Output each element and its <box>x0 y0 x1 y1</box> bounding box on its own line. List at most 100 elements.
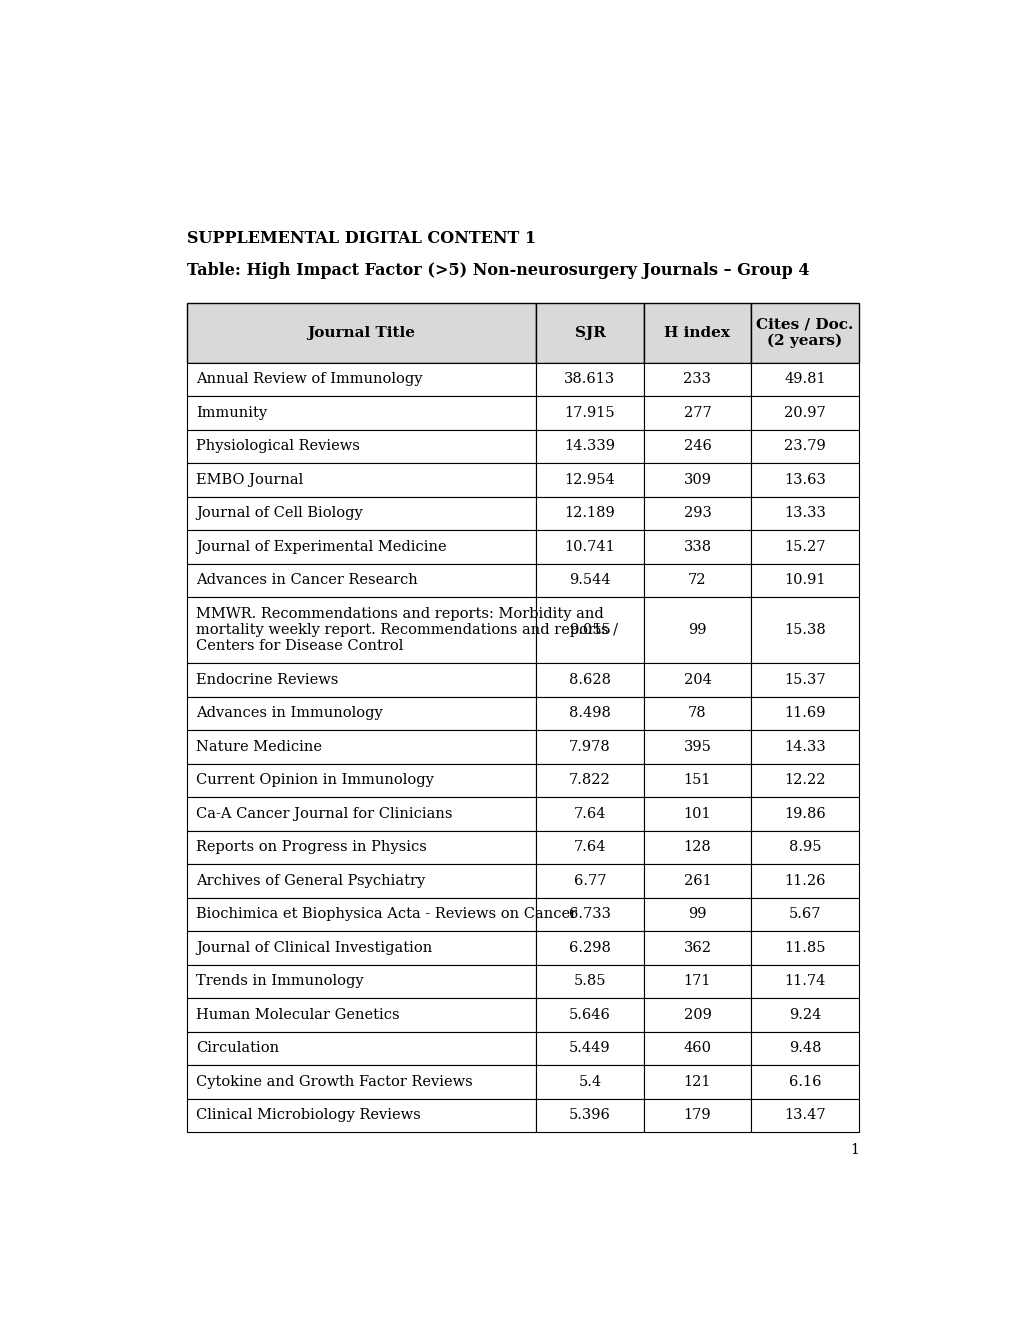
Text: 209: 209 <box>683 1008 710 1022</box>
Bar <box>536 697 643 730</box>
Text: 6.298: 6.298 <box>569 941 610 954</box>
Bar <box>186 931 536 965</box>
Text: Clinical Microbiology Reviews: Clinical Microbiology Reviews <box>196 1109 421 1122</box>
Text: 6.16: 6.16 <box>788 1074 820 1089</box>
Text: 7.64: 7.64 <box>573 807 605 821</box>
Text: 5.449: 5.449 <box>569 1041 610 1056</box>
Text: 309: 309 <box>683 473 711 487</box>
Bar <box>536 597 643 663</box>
Text: 99: 99 <box>688 907 706 921</box>
Text: 38.613: 38.613 <box>564 372 614 387</box>
Bar <box>750 965 858 998</box>
Bar <box>186 531 536 564</box>
Text: 204: 204 <box>683 673 710 686</box>
Text: 8.628: 8.628 <box>569 673 610 686</box>
Bar <box>186 363 536 396</box>
Bar <box>643 302 750 363</box>
Bar <box>536 1098 643 1133</box>
Text: 11.85: 11.85 <box>784 941 825 954</box>
Text: Current Opinion in Immunology: Current Opinion in Immunology <box>196 774 434 788</box>
Bar <box>643 496 750 531</box>
Text: 5.396: 5.396 <box>569 1109 610 1122</box>
Text: 1: 1 <box>850 1143 858 1156</box>
Bar <box>186 898 536 931</box>
Text: 7.978: 7.978 <box>569 741 610 754</box>
Text: 7.822: 7.822 <box>569 774 610 788</box>
Bar <box>186 830 536 865</box>
Bar <box>643 730 750 764</box>
Bar <box>186 730 536 764</box>
Bar <box>643 663 750 697</box>
Bar <box>750 663 858 697</box>
Bar <box>536 998 643 1032</box>
Text: Advances in Immunology: Advances in Immunology <box>196 706 383 721</box>
Text: 5.67: 5.67 <box>788 907 820 921</box>
Text: H index: H index <box>663 326 730 339</box>
Text: 233: 233 <box>683 372 711 387</box>
Text: EMBO Journal: EMBO Journal <box>196 473 304 487</box>
Text: 23.79: 23.79 <box>784 440 825 453</box>
Bar <box>186 1098 536 1133</box>
Text: SUPPLEMENTAL DIGITAL CONTENT 1: SUPPLEMENTAL DIGITAL CONTENT 1 <box>186 230 535 247</box>
Bar <box>750 931 858 965</box>
Bar <box>750 429 858 463</box>
Text: Nature Medicine: Nature Medicine <box>196 741 322 754</box>
Text: Journal of Experimental Medicine: Journal of Experimental Medicine <box>196 540 446 554</box>
Bar <box>750 998 858 1032</box>
Bar <box>750 1098 858 1133</box>
Text: 261: 261 <box>683 874 710 888</box>
Text: 11.26: 11.26 <box>784 874 825 888</box>
Bar <box>643 697 750 730</box>
Text: 11.69: 11.69 <box>784 706 825 721</box>
Bar <box>536 496 643 531</box>
Text: Human Molecular Genetics: Human Molecular Genetics <box>196 1008 399 1022</box>
Text: Advances in Cancer Research: Advances in Cancer Research <box>196 573 418 587</box>
Bar <box>643 965 750 998</box>
Text: 338: 338 <box>683 540 711 554</box>
Text: 121: 121 <box>683 1074 710 1089</box>
Text: 19.86: 19.86 <box>784 807 825 821</box>
Text: Circulation: Circulation <box>196 1041 279 1056</box>
Text: 13.33: 13.33 <box>784 507 825 520</box>
Text: 17.915: 17.915 <box>565 407 614 420</box>
Bar <box>186 1065 536 1098</box>
Text: 171: 171 <box>683 974 710 989</box>
Bar <box>643 797 750 830</box>
Text: 20.97: 20.97 <box>784 407 825 420</box>
Bar <box>186 396 536 429</box>
Text: 151: 151 <box>683 774 710 788</box>
Text: 8.498: 8.498 <box>569 706 610 721</box>
Bar <box>750 730 858 764</box>
Bar <box>750 396 858 429</box>
Text: 10.741: 10.741 <box>564 540 614 554</box>
Bar <box>186 797 536 830</box>
Text: MMWR. Recommendations and reports: Morbidity and
mortality weekly report. Recomm: MMWR. Recommendations and reports: Morbi… <box>196 607 618 653</box>
Text: Cytokine and Growth Factor Reviews: Cytokine and Growth Factor Reviews <box>196 1074 473 1089</box>
Text: 13.47: 13.47 <box>784 1109 825 1122</box>
Text: Table: High Impact Factor (>5) Non-neurosurgery Journals – Group 4: Table: High Impact Factor (>5) Non-neuro… <box>186 263 808 279</box>
Bar <box>643 1032 750 1065</box>
Bar <box>186 663 536 697</box>
Text: 15.38: 15.38 <box>784 623 825 638</box>
Text: 179: 179 <box>683 1109 710 1122</box>
Bar <box>536 463 643 496</box>
Bar <box>186 564 536 597</box>
Text: Physiological Reviews: Physiological Reviews <box>196 440 360 453</box>
Bar <box>536 429 643 463</box>
Text: SJR: SJR <box>574 326 605 339</box>
Bar <box>643 396 750 429</box>
Text: 8.95: 8.95 <box>788 841 820 854</box>
Text: Endocrine Reviews: Endocrine Reviews <box>196 673 338 686</box>
Text: 15.27: 15.27 <box>784 540 825 554</box>
Text: 9.48: 9.48 <box>788 1041 820 1056</box>
Text: 128: 128 <box>683 841 710 854</box>
Bar <box>536 865 643 898</box>
Bar <box>536 730 643 764</box>
Bar <box>643 597 750 663</box>
Text: 12.954: 12.954 <box>564 473 614 487</box>
Bar <box>536 663 643 697</box>
Bar <box>750 463 858 496</box>
Bar <box>750 764 858 797</box>
Bar <box>750 1032 858 1065</box>
Bar <box>643 531 750 564</box>
